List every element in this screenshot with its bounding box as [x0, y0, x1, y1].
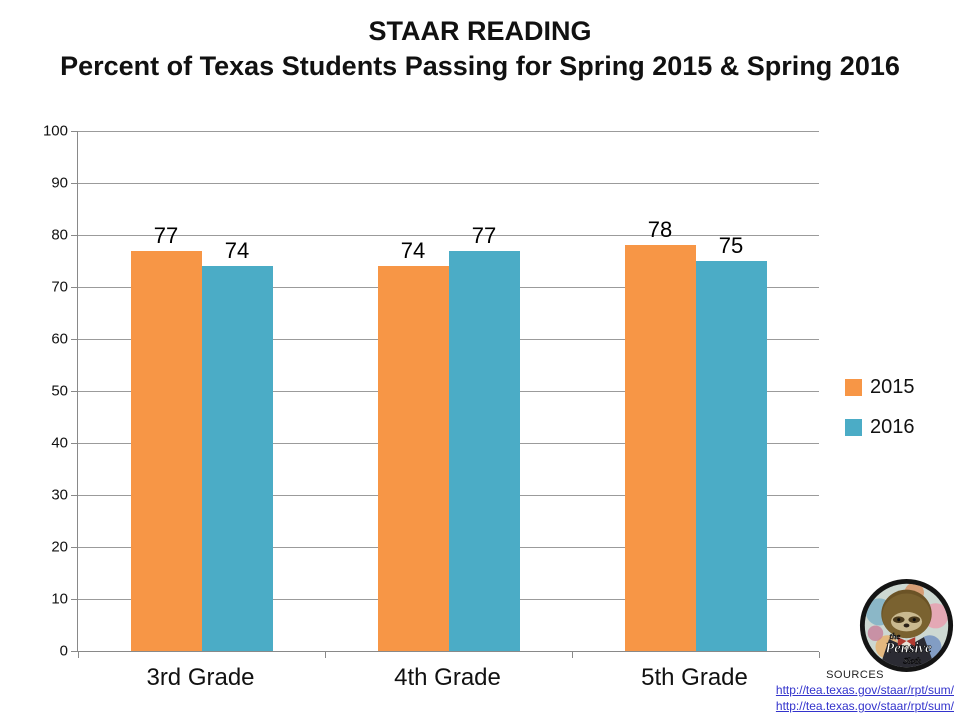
chart-subtitle: Percent of Texas Students Passing for Sp… [60, 51, 900, 81]
sloth-shirt [900, 641, 913, 653]
y-axis-tick-label: 60 [51, 330, 68, 348]
y-axis-tick [71, 235, 78, 236]
bar-2015-3rd-grade: 77 [130, 223, 202, 651]
gridline [78, 235, 819, 236]
bar-2015-4th-grade: 74 [377, 238, 449, 651]
gridline [78, 131, 819, 132]
y-axis-tick-label: 0 [59, 642, 68, 660]
bar-value-label: 75 [718, 233, 744, 258]
y-axis-tick [71, 391, 78, 392]
x-axis-label-3: 5th Grade [641, 664, 748, 691]
y-axis-tick [71, 131, 78, 132]
svg-text:Pensive: Pensive [885, 641, 932, 657]
legend: 2015 2016 [845, 376, 915, 456]
plot-area: 0 10 20 30 40 50 60 70 80 90 100 77 74 74 77 78 75 [43, 123, 820, 660]
y-axis-tick [71, 339, 78, 340]
chart-title-block: STAAR READING Percent of Texas Students … [0, 14, 960, 84]
y-axis-tick-label: 20 [51, 538, 68, 556]
gridline [78, 183, 819, 184]
y-axis-tick [71, 599, 78, 600]
legend-swatch-2015 [845, 379, 862, 396]
badge-text: the Pensive Sloth [885, 631, 932, 666]
y-axis-tick [71, 495, 78, 496]
y-axis-tick-label: 30 [51, 486, 68, 504]
bar-group: 74 77 [325, 131, 572, 651]
y-axis-tick-label: 90 [51, 174, 68, 192]
bar-2016-3rd-grade: 74 [201, 238, 273, 651]
legend-item-2015: 2015 [845, 376, 915, 399]
sloth-badge-graphic: the Pensive Sloth [859, 578, 954, 673]
chart-title: STAAR READING [368, 16, 592, 46]
bar-value-label: 78 [647, 217, 673, 243]
source-link-2[interactable]: http://tea.texas.gov/staar/rpt/sum/ [775, 699, 954, 713]
bar-group: 77 74 [78, 131, 325, 651]
bar-value-label: 74 [400, 238, 426, 264]
bar-value-label: 77 [471, 222, 497, 248]
y-axis-tick [71, 443, 78, 444]
y-axis-tick [71, 183, 78, 184]
bar-value-label: 77 [153, 222, 179, 248]
x-axis-tick [819, 652, 820, 658]
svg-text:Sloth: Sloth [903, 655, 921, 665]
y-axis-tick-label: 50 [51, 382, 68, 400]
x-axis-tick [325, 652, 326, 658]
x-axis-label-2: 4th Grade [394, 664, 501, 691]
y-axis-tick [71, 651, 78, 652]
x-axis-tick [78, 652, 79, 658]
sloth-nose [903, 623, 910, 628]
x-axis-label-1: 3rd Grade [146, 664, 255, 691]
y-axis-tick [71, 547, 78, 548]
legend-swatch-2016 [845, 419, 862, 436]
sources-block: SOURCES http://tea.texas.gov/staar/rpt/s… [776, 669, 954, 714]
y-axis-tick-label: 40 [51, 434, 68, 452]
legend-label-2015: 2015 [870, 376, 915, 398]
bar-value-label: 74 [224, 238, 250, 264]
y-axis-tick-label: 10 [51, 590, 68, 608]
bar-2016-5th-grade: 75 [695, 233, 767, 651]
y-axis-tick-label: 70 [51, 278, 68, 296]
sources-heading: SOURCES [826, 669, 884, 681]
svg-text:the: the [890, 631, 901, 641]
badge-background [864, 583, 949, 668]
x-axis-labels: 3rd Grade 4th Grade 5th Grade [77, 664, 818, 692]
sloth-eye-right [912, 618, 916, 622]
y-axis-tick [71, 287, 78, 288]
y-axis-tick-label: 80 [51, 226, 68, 244]
bar-group: 78 75 [572, 131, 819, 651]
sloth-eye-left [897, 618, 901, 622]
source-link-1[interactable]: http://tea.texas.gov/staar/rpt/sum/ [775, 683, 954, 697]
x-axis-tick [572, 652, 573, 658]
pensive-sloth-logo: the Pensive Sloth [858, 577, 955, 674]
bar-2016-4th-grade: 77 [448, 223, 520, 651]
legend-item-2016: 2016 [845, 416, 915, 439]
bar-2015-5th-grade: 78 [624, 217, 696, 651]
y-axis-tick-label: 100 [42, 122, 68, 140]
legend-label-2016: 2016 [870, 416, 915, 438]
sloth-bowtie [897, 637, 916, 647]
